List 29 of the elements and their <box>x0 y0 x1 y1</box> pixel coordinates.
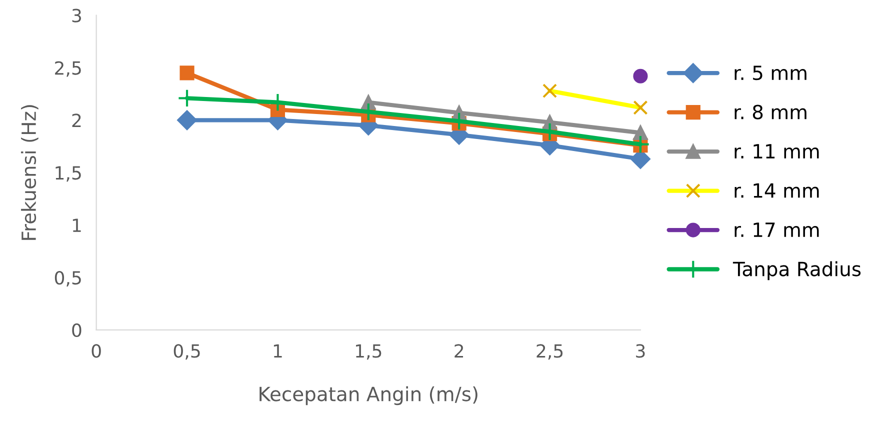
legend-label: r. 17 mm <box>734 222 819 237</box>
x-tick-label: 1,5 <box>356 344 382 360</box>
x-axis-title: Kecepatan Angin (m/s) <box>260 386 478 406</box>
point <box>633 125 648 140</box>
x-tick-label: 3 <box>636 344 645 358</box>
y-tick-label: 0,5 <box>54 270 81 286</box>
legend-label: r. 5 mm <box>734 66 806 80</box>
point <box>631 134 650 154</box>
legend-label: Tanpa Radius <box>732 261 861 280</box>
x-tick-label: 2,5 <box>536 344 563 360</box>
point <box>180 66 194 80</box>
y-tick-label: 3 <box>72 8 81 22</box>
y-axis-title: Frekuensi (Hz) <box>21 105 38 240</box>
x-tick-label: 2 <box>454 344 464 358</box>
legend-label: r. 14 mm <box>734 183 819 198</box>
legend-label: r. 8 mm <box>734 104 806 120</box>
point <box>633 68 648 84</box>
point <box>540 122 560 142</box>
point <box>450 112 468 131</box>
y-tick-label: 1 <box>72 218 81 232</box>
y-tick-label: 2 <box>72 114 81 128</box>
point <box>177 110 197 130</box>
x-tick-label: 0 <box>92 344 101 358</box>
y-tick-label: 2,5 <box>55 61 81 77</box>
y-tick-label: 0 <box>72 323 82 338</box>
x-tick-label: 0,5 <box>174 344 200 360</box>
y-tick-label: 1,5 <box>56 166 81 182</box>
legend-label: r. 11 mm <box>734 144 819 158</box>
x-tick-label: 1 <box>274 344 282 358</box>
